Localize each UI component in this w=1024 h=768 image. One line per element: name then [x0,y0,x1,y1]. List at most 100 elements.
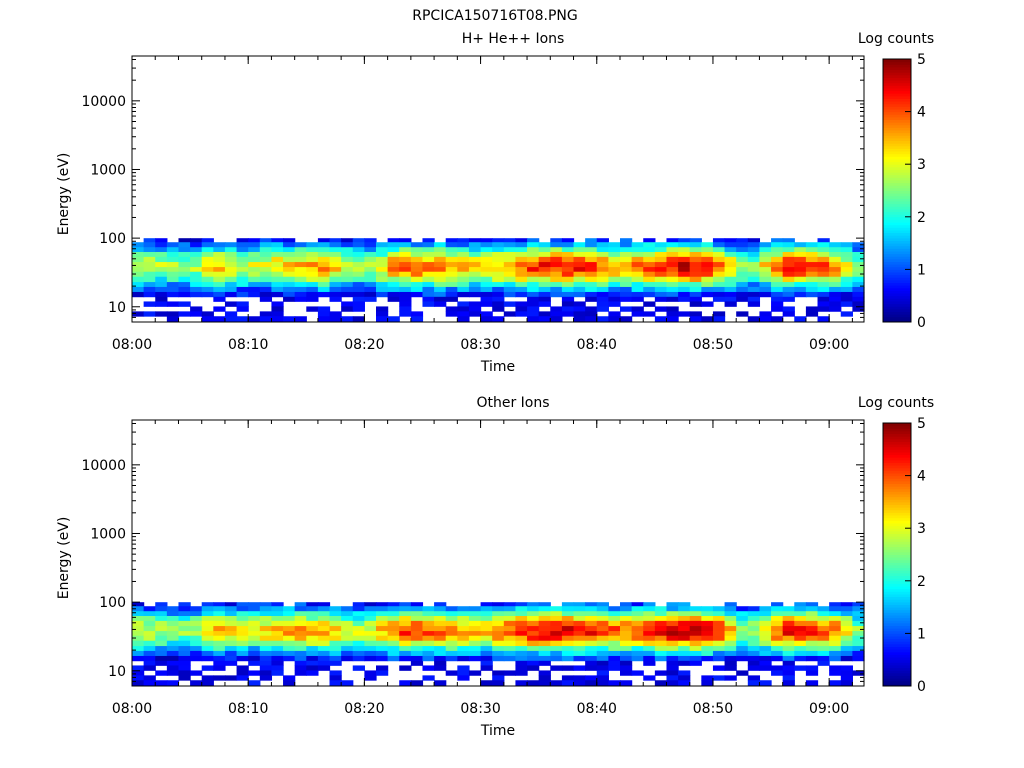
heatmap-cell [817,306,830,312]
heatmap-cell [434,296,447,302]
heatmap-cell [201,252,214,258]
heatmap-cell [782,247,795,253]
heatmap-cell [376,650,389,657]
colorbar-segment [883,430,911,435]
heatmap-cells [132,602,865,686]
heatmap-cell [608,291,621,298]
heatmap-cell [190,247,203,253]
heatmap-cell [608,286,621,293]
heatmap-cell [573,276,586,283]
heatmap-cell [317,626,331,632]
heatmap-cell [620,626,633,632]
heatmap-cell [527,267,540,273]
colorbar-segment [883,462,911,466]
heatmap-cell [364,242,377,248]
colorbar-segment [883,465,911,469]
colorbar-segment [883,148,911,152]
x-axis: 08:00 08:10 08:20 08:30 08:40 08:50 09:00 [112,420,853,717]
heatmap-cell [155,238,168,243]
colorbar-segment [883,206,911,210]
heatmap-cell [166,316,180,322]
y-tick-label: 10 [108,664,126,680]
heatmap-cell [492,680,505,686]
heatmap-cell [840,675,853,681]
heatmap-cell [852,646,865,652]
heatmap-cell [724,256,737,263]
colorbar-segment [883,543,911,548]
heatmap-cell [271,306,284,312]
heatmap-cell [410,311,424,317]
heatmap-cell [306,650,319,657]
heatmap-cell [527,286,540,293]
colorbar-segment [883,578,911,582]
heatmap-cell [317,282,331,288]
heatmap-cell [224,660,238,666]
heatmap-cell [422,262,435,268]
heatmap-cell [771,247,784,253]
heatmap-cell [701,650,714,657]
heatmap-cell [689,276,702,283]
heatmap-cell [620,631,633,637]
heatmap-cell [829,611,842,617]
heatmap-cell [573,247,586,253]
heatmap-cell [596,282,609,288]
colorbar-segment [883,201,911,205]
heatmap-cell [376,252,389,258]
heatmap-cell [492,635,505,642]
heatmap-cell [132,262,145,268]
heatmap-cell [283,238,296,243]
heatmap-cell [712,626,726,632]
colorbar-segment [883,182,911,186]
colorbar-segment [883,287,911,291]
heatmap-cell [201,640,214,647]
heatmap-cell [399,256,412,263]
heatmap-cell [143,646,156,652]
heatmap-cell [399,655,412,662]
heatmap-cell [166,256,180,263]
heatmap-cell [224,646,238,652]
heatmap-cell [550,665,563,671]
heatmap-cell [399,247,412,253]
heatmap-cell [759,660,772,666]
heatmap-cell [852,631,865,637]
heatmap-cell [236,271,249,278]
heatmap-cell [410,655,424,662]
heatmap-cell [236,262,249,268]
heatmap-cell [805,646,819,652]
heatmap-cell [399,271,412,278]
colorbar-segment [883,683,911,687]
heatmap-cell [132,670,145,676]
heatmap-cell [724,252,737,258]
colorbar-segment [883,295,911,299]
colorbar-segment [883,457,911,461]
heatmap-cell [817,282,830,288]
colorbar-segment [883,80,911,84]
heatmap-cell [445,247,458,253]
colorbar-segment [883,607,911,611]
heatmap-cell [317,665,331,671]
heatmap-cell [434,611,447,617]
heatmap-cell [236,626,249,632]
heatmap-cell [794,626,807,632]
x-axis-label: Time [480,359,515,375]
heatmap-cell [620,670,633,676]
heatmap-cell [224,256,238,263]
heatmap-cell [248,267,261,273]
colorbar-segment [883,525,911,529]
heatmap-cell [306,620,319,627]
heatmap-cell [782,252,795,258]
colorbar-segment [883,672,911,676]
heatmap-cell [468,616,482,622]
heatmap-cell [410,640,424,647]
heatmap-cell [747,606,761,612]
heatmap-cell [654,646,668,652]
colorbar-segment [883,588,911,592]
heatmap-cell [771,655,784,662]
heatmap-cell [294,256,307,263]
heatmap-cell [561,646,575,652]
heatmap-cell [294,665,307,671]
heatmap-cell [840,282,853,288]
heatmap-cell [782,276,795,283]
heatmap-cell [712,606,726,612]
heatmap-cell [259,616,273,622]
